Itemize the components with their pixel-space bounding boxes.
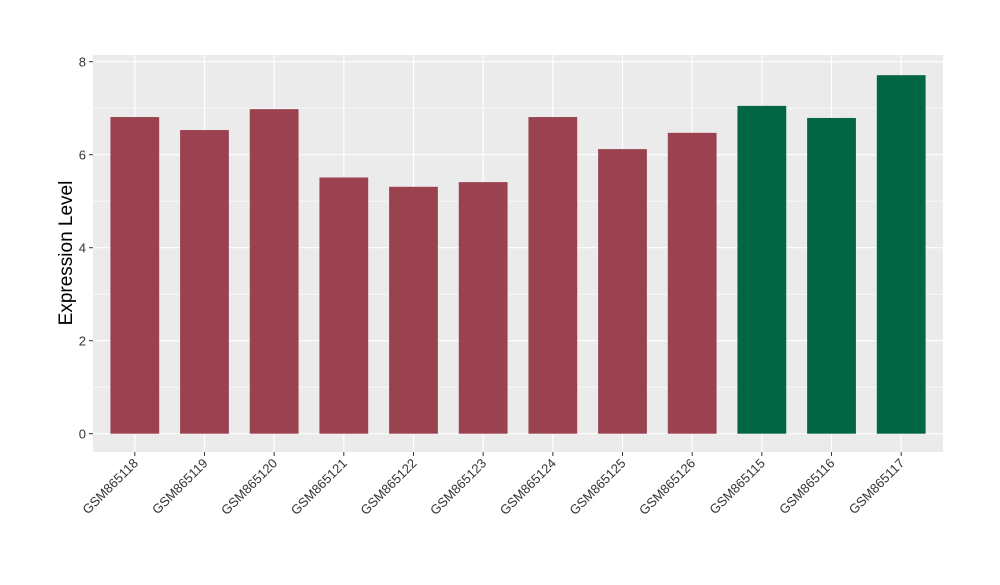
x-tick-label: GSM865122 bbox=[357, 456, 419, 518]
x-tick-label: GSM865119 bbox=[149, 456, 211, 518]
x-tick-label: GSM865125 bbox=[566, 456, 628, 518]
bar-GSM865118 bbox=[110, 117, 160, 434]
x-tick-label: GSM865115 bbox=[706, 456, 768, 518]
x-tick-label: GSM865126 bbox=[636, 456, 698, 518]
x-axis: GSM865118 GSM865119 GSM865120 GSM865121 GSM8… bbox=[79, 452, 907, 518]
y-axis-label: Expression Level bbox=[56, 181, 77, 326]
x-tick-label: GSM865116 bbox=[776, 456, 838, 518]
bar-GSM865116 bbox=[807, 117, 856, 434]
plot-panel bbox=[93, 55, 943, 452]
bar-GSM865125 bbox=[598, 149, 647, 434]
y-axis: 0 2 4 6 8 bbox=[79, 55, 93, 442]
bar-GSM865117 bbox=[876, 75, 926, 434]
bar-GSM865124 bbox=[528, 117, 578, 434]
bar-GSM865123 bbox=[458, 182, 508, 434]
bar-GSM865126 bbox=[667, 132, 717, 434]
x-tick-label: GSM865123 bbox=[427, 456, 489, 518]
y-tick-label: 2 bbox=[79, 334, 86, 349]
bar-GSM865120 bbox=[249, 109, 299, 434]
y-tick-label: 8 bbox=[79, 55, 86, 70]
x-tick-label: GSM865117 bbox=[846, 456, 908, 518]
bar-GSM865115 bbox=[737, 105, 787, 434]
bars bbox=[110, 75, 926, 434]
y-tick-label: 4 bbox=[79, 241, 86, 256]
y-tick-label: 6 bbox=[79, 148, 86, 163]
bar-GSM865122 bbox=[389, 186, 438, 434]
x-tick-label: GSM865118 bbox=[79, 456, 141, 518]
bar-GSM865119 bbox=[180, 130, 229, 434]
x-tick-label: GSM865124 bbox=[497, 456, 559, 518]
y-tick-label: 0 bbox=[79, 427, 86, 442]
x-tick-label: GSM865121 bbox=[288, 456, 350, 518]
x-tick-label: GSM865120 bbox=[218, 456, 280, 518]
bar-GSM865121 bbox=[319, 177, 369, 434]
